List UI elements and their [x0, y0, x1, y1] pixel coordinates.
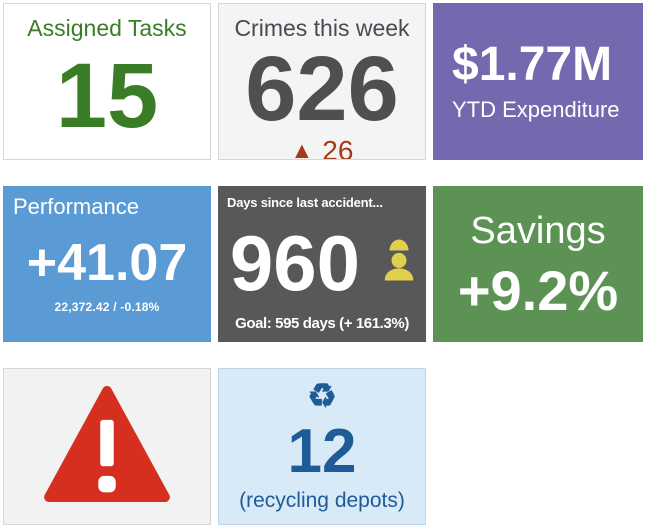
card-days-since-accident: Days since last accident... 960 Goal: 59… — [218, 186, 426, 342]
card-crimes-this-week: Crimes this week 626 ▲ 26 — [218, 3, 426, 160]
performance-detail: 22,372.42 / -0.18% — [54, 299, 160, 314]
increase-arrow-icon: ▲ — [290, 137, 314, 160]
warning-triangle-icon — [43, 385, 171, 508]
accident-value: 960 — [229, 218, 361, 307]
performance-body: +41.07 22,372.42 / -0.18% — [13, 220, 201, 330]
performance-value: +41.07 — [26, 233, 188, 292]
recycle-icon: ♻ — [307, 377, 337, 414]
crimes-value: 626 — [245, 38, 399, 140]
accident-goal: Goal: 595 days (+ 161.3%) — [235, 315, 409, 332]
accident-title: Days since last accident... — [227, 195, 383, 210]
accident-body: 960 — [227, 210, 417, 315]
assigned-tasks-title: Assigned Tasks — [27, 15, 187, 41]
card-performance: Performance +41.07 22,372.42 / -0.18% — [3, 186, 211, 342]
crimes-delta-value: 26 — [322, 135, 354, 160]
card-savings: Savings +9.2% — [433, 186, 643, 342]
recycling-caption: (recycling depots) — [239, 489, 405, 512]
crimes-delta: ▲ 26 — [290, 135, 354, 160]
performance-title: Performance — [13, 194, 139, 219]
savings-value: +9.2% — [457, 258, 619, 322]
savings-title: Savings — [470, 209, 606, 252]
card-assigned-tasks: Assigned Tasks 15 — [3, 3, 211, 160]
expenditure-label: YTD Expenditure — [452, 97, 620, 123]
assigned-tasks-value: 15 — [55, 44, 159, 147]
card-recycling-depots: ♻ 12 (recycling depots) — [218, 368, 426, 525]
expenditure-value: $1.77M — [452, 37, 613, 91]
recycling-value: 12 — [287, 417, 357, 486]
card-ytd-expenditure: $1.77M YTD Expenditure — [433, 3, 643, 160]
crimes-title: Crimes this week — [234, 15, 410, 41]
card-warning — [3, 368, 211, 525]
worker-hardhat-icon — [384, 239, 414, 286]
